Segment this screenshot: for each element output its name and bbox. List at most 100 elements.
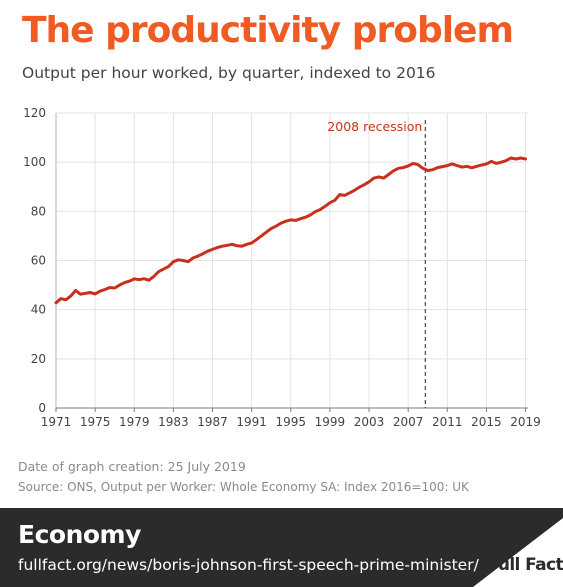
chart-title: The productivity problem — [22, 10, 514, 51]
data-point — [412, 162, 414, 164]
y-tick-label: 0 — [38, 401, 46, 415]
data-point — [94, 293, 96, 295]
y-tick-label: 60 — [31, 254, 46, 268]
data-point — [138, 279, 140, 281]
data-point — [309, 214, 311, 216]
data-point — [339, 194, 341, 196]
data-point — [446, 165, 448, 167]
y-tick-label: 20 — [31, 352, 46, 366]
y-tick-label: 100 — [23, 155, 46, 169]
data-point — [324, 205, 326, 208]
data-point — [79, 293, 82, 295]
data-point — [456, 165, 458, 167]
data-point — [436, 166, 439, 169]
data-point — [505, 160, 507, 162]
x-tick-label: 2011 — [432, 415, 463, 429]
data-point — [251, 242, 253, 244]
x-tick-label: 2007 — [393, 415, 424, 429]
data-point — [270, 227, 272, 230]
data-point — [285, 220, 287, 222]
data-point — [236, 245, 238, 247]
data-point — [158, 270, 160, 273]
data-point — [172, 261, 174, 263]
y-tick-label: 80 — [31, 204, 46, 218]
data-point — [295, 219, 297, 222]
data-point — [221, 245, 223, 247]
full-fact-logo-triangle-icon — [473, 518, 563, 587]
data-point — [451, 163, 453, 165]
data-point — [275, 225, 277, 227]
data-point — [373, 177, 375, 179]
data-point — [118, 284, 121, 286]
data-point — [485, 163, 488, 165]
data-point — [211, 248, 214, 251]
data-point — [334, 199, 336, 201]
data-point — [490, 160, 492, 163]
y-tick-label: 120 — [23, 106, 46, 120]
data-point — [153, 275, 155, 278]
data-point — [422, 167, 424, 169]
footer-bar: Economy fullfact.org/news/boris-johnson-… — [0, 508, 563, 587]
data-point — [260, 235, 263, 237]
data-point — [177, 259, 179, 261]
data-point — [441, 165, 444, 168]
footer-section-label: Economy — [18, 520, 141, 549]
data-point — [104, 288, 106, 291]
data-point — [466, 165, 468, 167]
data-point — [417, 164, 419, 166]
data-point — [163, 268, 165, 270]
data-point — [319, 209, 321, 211]
x-tick-label: 1987 — [197, 415, 228, 429]
data-point — [432, 169, 434, 171]
data-point — [397, 167, 399, 169]
x-tick-label: 1995 — [276, 415, 307, 429]
data-point — [290, 219, 292, 221]
data-point — [84, 292, 86, 295]
x-tick-label: 1979 — [119, 415, 150, 429]
data-point — [510, 157, 512, 159]
x-tick-label: 1975 — [80, 415, 111, 429]
data-point — [329, 202, 331, 204]
data-point — [99, 290, 101, 292]
x-tick-label: 2015 — [471, 415, 502, 429]
data-point — [143, 278, 145, 280]
data-source: Source: ONS, Output per Worker: Whole Ec… — [18, 480, 469, 494]
data-point — [70, 295, 72, 297]
data-point — [524, 158, 527, 160]
data-point — [402, 166, 404, 169]
data-point — [280, 222, 282, 224]
data-point — [128, 280, 130, 282]
data-point — [427, 169, 429, 172]
data-point — [495, 162, 497, 164]
data-point — [363, 184, 365, 186]
data-point — [123, 282, 126, 284]
data-point — [383, 177, 385, 179]
data-point — [500, 161, 502, 163]
data-point — [207, 250, 209, 252]
x-tick-label: 1983 — [158, 415, 189, 429]
data-point — [388, 173, 390, 176]
data-point — [461, 166, 463, 168]
data-point — [265, 231, 267, 233]
data-point — [182, 259, 184, 262]
data-point — [392, 170, 395, 172]
x-tick-label: 1971 — [41, 415, 72, 429]
data-point — [133, 278, 135, 280]
data-point — [299, 218, 302, 220]
data-point — [187, 261, 189, 263]
data-point — [255, 239, 258, 241]
data-point — [114, 287, 116, 289]
x-tick-label: 1999 — [315, 415, 346, 429]
data-point — [343, 194, 346, 196]
data-point — [60, 298, 62, 300]
data-point — [65, 299, 67, 301]
data-point — [241, 245, 243, 247]
data-point — [304, 216, 307, 218]
article-link[interactable]: fullfact.org/news/boris-johnson-first-sp… — [18, 556, 479, 574]
data-point — [368, 181, 370, 183]
data-point — [148, 279, 150, 281]
data-point — [246, 243, 248, 245]
productivity-line-chart: 0 20 40 60 80 100 120 1971 1975 1979 1983 1987 1991 1… — [23, 106, 541, 429]
data-point — [192, 257, 194, 259]
data-point — [348, 192, 351, 194]
